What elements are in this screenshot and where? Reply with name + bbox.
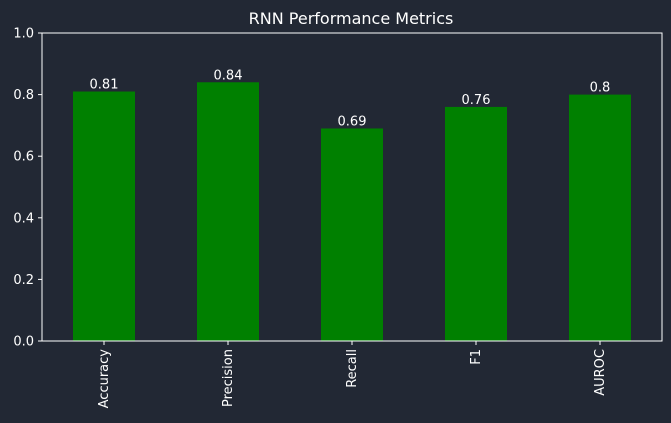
y-tick-label: 0.8 [13,88,34,103]
bar-f1 [445,106,507,341]
value-labels-layer: 0.81 0.84 0.69 0.76 0.8 [90,68,611,129]
y-ticks-layer: 0.0 0.2 0.4 0.6 0.8 1.0 [13,27,42,350]
x-tick-label-f1: F1 [469,349,484,365]
value-label-accuracy: 0.81 [90,78,119,93]
bar-auroc [569,94,631,341]
x-tick-label-auroc: AUROC [593,349,608,396]
bar-accuracy [73,91,135,342]
y-tick-label: 0.0 [13,335,34,350]
y-tick-label: 0.6 [13,150,34,165]
x-tick-label-recall: Recall [345,349,360,388]
x-ticks-layer: Accuracy Precision Recall F1 AUROC [97,341,608,408]
bar-precision [197,82,259,341]
value-label-recall: 0.69 [338,114,367,129]
value-label-auroc: 0.8 [590,81,611,96]
x-tick-label-accuracy: Accuracy [97,349,112,409]
y-tick-label: 1.0 [13,27,34,42]
y-tick-label: 0.4 [13,211,34,226]
bar-recall [321,128,383,341]
value-label-precision: 0.84 [214,68,243,83]
chart-title: RNN Performance Metrics [249,9,454,28]
y-tick-label: 0.2 [13,273,34,288]
x-tick-label-precision: Precision [221,349,236,407]
value-label-f1: 0.76 [462,93,491,108]
bars-layer [73,82,631,342]
